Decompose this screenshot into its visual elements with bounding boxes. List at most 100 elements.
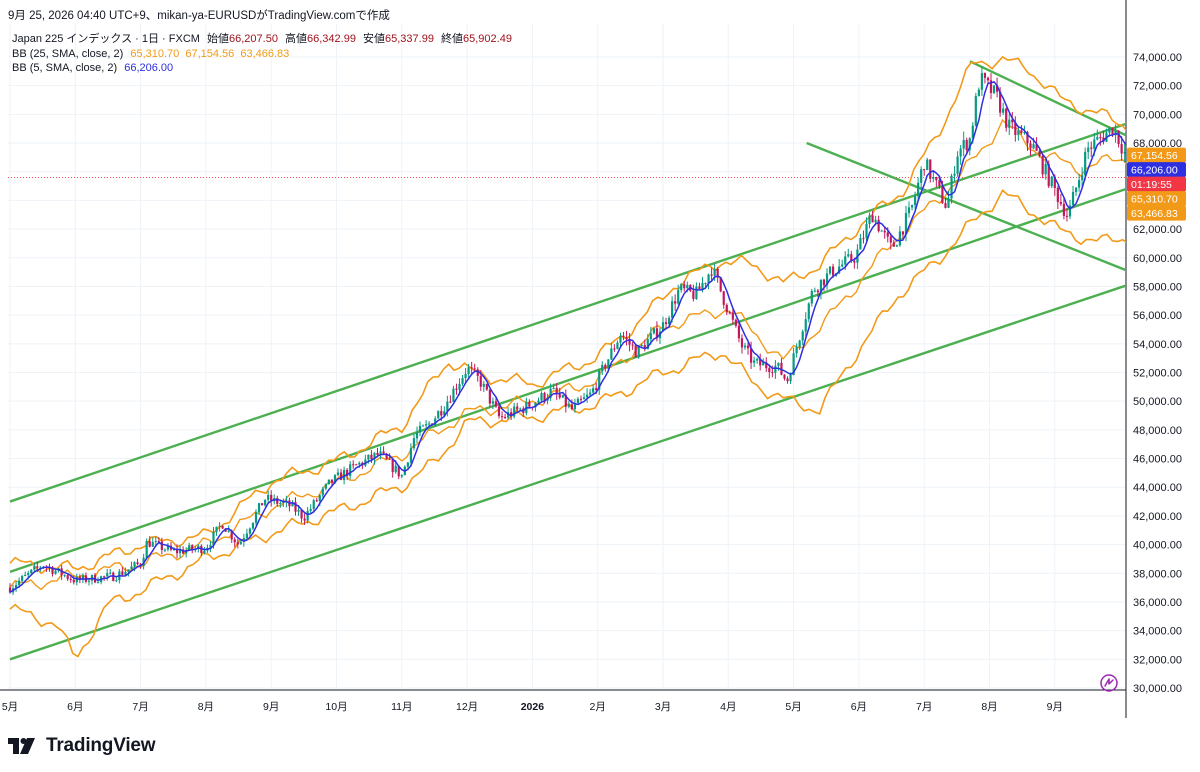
candle-body xyxy=(567,404,570,407)
time-tick-label: 4月 xyxy=(720,701,736,713)
candle-body xyxy=(828,266,832,274)
candle-body xyxy=(868,215,871,224)
candle-body xyxy=(458,383,461,390)
candle-body xyxy=(485,383,488,390)
candle-body xyxy=(1087,147,1090,152)
bb25-basis xyxy=(9,118,1126,591)
candle-body xyxy=(434,418,437,426)
time-tick-label: 8月 xyxy=(198,701,214,713)
candle-body xyxy=(989,80,993,93)
candle-body xyxy=(109,572,112,574)
candle-body xyxy=(160,541,163,550)
candle-body xyxy=(482,383,485,387)
candle-body xyxy=(573,403,577,410)
candle-body xyxy=(725,304,728,313)
price-tag-label: 66,206.00 xyxy=(1131,165,1178,177)
low-value: 65,337.99 xyxy=(385,33,434,45)
candle-body xyxy=(507,412,510,418)
candle-body xyxy=(528,401,531,407)
candle-body xyxy=(188,545,191,551)
candle-body xyxy=(318,495,321,502)
candle-body xyxy=(14,584,18,589)
candle-body xyxy=(342,470,346,481)
candle-body xyxy=(743,345,747,348)
price-tick-label: 62,000.00 xyxy=(1133,224,1182,236)
candle-body xyxy=(756,358,759,361)
candle-body xyxy=(1011,119,1014,123)
candle-body xyxy=(841,264,844,267)
candle-body xyxy=(698,286,701,290)
symbol-label: Japan 225 インデックス · 1日 · FXCM xyxy=(12,33,200,45)
price-tag xyxy=(1127,162,1186,178)
legend-symbol-row[interactable]: Japan 225 インデックス · 1日 · FXCM 始値66,207.50… xyxy=(12,32,516,47)
candle-body xyxy=(595,388,598,390)
close-key: 終値 xyxy=(441,33,463,45)
candle-body xyxy=(1102,137,1105,142)
candle-body xyxy=(415,432,419,439)
time-tick-label: 6月 xyxy=(67,701,83,713)
candle-body xyxy=(995,85,999,92)
candle-body xyxy=(543,393,546,401)
candle-body xyxy=(1084,151,1087,176)
bb25-lower-value: 63,466.83 xyxy=(240,47,290,60)
price-tick-label: 42,000.00 xyxy=(1133,511,1182,523)
candle-body xyxy=(494,401,498,407)
candle-body xyxy=(780,362,783,375)
candle-body xyxy=(455,388,458,390)
candle-body xyxy=(819,279,823,293)
candle-body xyxy=(950,175,953,199)
candle-body xyxy=(1117,130,1120,145)
candle-body xyxy=(904,213,908,235)
candle-body xyxy=(81,575,84,580)
candle-body xyxy=(932,177,935,179)
candle-body xyxy=(409,448,413,463)
candle-body xyxy=(130,566,133,570)
time-tick-label: 10月 xyxy=(325,701,347,713)
candle-body xyxy=(944,203,947,208)
candle-body xyxy=(148,541,151,547)
price-tick-label: 30,000.00 xyxy=(1133,683,1182,695)
candle-body xyxy=(276,497,279,504)
price-tick-label: 74,000.00 xyxy=(1133,52,1182,64)
candle-body xyxy=(470,367,473,369)
time-tick-label: 3月 xyxy=(655,701,671,713)
brand-footer[interactable]: TradingView xyxy=(8,735,156,757)
candle-body xyxy=(133,562,136,567)
candle-body xyxy=(400,475,403,477)
candle-body xyxy=(1038,150,1041,156)
candle-body xyxy=(230,530,233,540)
candle-body xyxy=(962,139,965,149)
trend-line xyxy=(969,60,1126,137)
legend-bb5-row[interactable]: BB (5, SMA, close, 2) 66,206.00 xyxy=(12,61,516,76)
candle-body xyxy=(983,73,987,78)
candle-body xyxy=(516,406,519,410)
candle-body xyxy=(719,277,722,292)
bb25-lower-band xyxy=(9,189,1126,658)
price-tick-label: 44,000.00 xyxy=(1133,482,1182,494)
candle-body xyxy=(558,394,561,398)
candles xyxy=(8,66,1126,595)
legend-bb25-row[interactable]: BB (25, SMA, close, 2) 65,310.70 67,154.… xyxy=(12,47,516,62)
candle-body xyxy=(1032,144,1035,149)
candle-body xyxy=(1008,119,1011,128)
candle-body xyxy=(449,401,452,403)
time-tick-label: 6月 xyxy=(851,701,867,713)
bb5-label: BB (5, SMA, close, 2) xyxy=(12,62,118,74)
open-value: 66,207.50 xyxy=(229,33,278,45)
candle-body xyxy=(1090,147,1093,149)
tradingview-sync-icon[interactable] xyxy=(1099,673,1119,693)
candle-body xyxy=(628,338,631,345)
candle-body xyxy=(467,367,470,374)
candle-body xyxy=(1017,130,1020,135)
tradingview-logo-icon xyxy=(8,738,35,754)
candle-body xyxy=(346,470,349,476)
candle-body xyxy=(561,395,564,398)
candle-body xyxy=(974,96,977,126)
candle-body xyxy=(8,587,12,593)
candle-body xyxy=(825,273,829,286)
candle-body xyxy=(36,566,39,568)
candle-body xyxy=(175,549,179,554)
candle-body xyxy=(412,438,416,449)
candle-body xyxy=(1023,132,1026,134)
